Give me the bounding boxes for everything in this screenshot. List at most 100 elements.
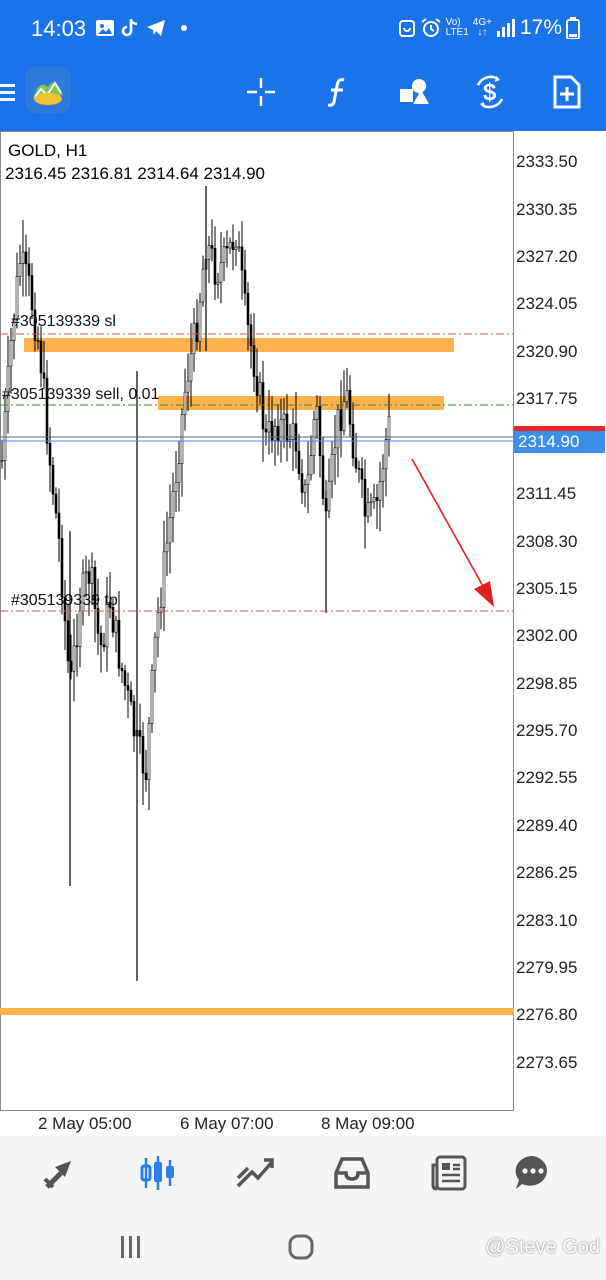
candle-body [384, 439, 388, 470]
candle-body [42, 372, 46, 379]
price-tick: 2286.25 [516, 863, 578, 882]
menu-icon[interactable] [0, 70, 24, 114]
candle-body [213, 248, 217, 285]
candle-body [27, 263, 31, 276]
price-tick: 2305.15 [516, 579, 578, 598]
candle-body [375, 497, 379, 501]
candle-body [102, 644, 106, 648]
candle-body [162, 551, 166, 608]
candle-body [366, 502, 370, 517]
bottom-navigation [0, 1136, 606, 1216]
candle-body [171, 491, 175, 518]
candle-body [348, 390, 352, 425]
current-price-label: 2314.90 [514, 431, 605, 453]
candle-body [66, 620, 70, 662]
candle-body [93, 566, 97, 609]
candle-body [381, 468, 385, 482]
candle-body [291, 423, 295, 440]
chart-icon[interactable] [135, 1150, 181, 1196]
candle-body [186, 380, 190, 393]
symbol-title: GOLD, H1 [8, 141, 88, 160]
home-icon[interactable] [287, 1233, 315, 1261]
trade-icon[interactable] [232, 1150, 278, 1196]
battery-percent: 17% [519, 16, 562, 39]
date-tick: 2 May 05:00 [38, 1114, 132, 1133]
candle-body [9, 340, 13, 367]
price-tick: 2320.90 [516, 342, 578, 361]
candle-body [144, 772, 148, 780]
indicators-icon[interactable] [316, 70, 360, 114]
candle-body [279, 419, 283, 442]
watermark: @Steve God [485, 1236, 600, 1258]
candle-body [363, 478, 367, 517]
quotes-icon[interactable] [38, 1150, 84, 1196]
supply-zone-lower [158, 396, 444, 410]
candle-body [6, 365, 10, 413]
candle-body [105, 601, 109, 648]
news-icon[interactable] [426, 1150, 472, 1196]
candle-body [327, 480, 331, 512]
candle-body [30, 275, 34, 311]
candle-body [156, 612, 160, 638]
price-tick: 2283.10 [516, 911, 578, 930]
network-type-indicator: 4G+ ↓↑ [472, 17, 492, 38]
telegram-icon [147, 20, 165, 36]
candle-body [312, 419, 316, 456]
svg-text:$: $ [483, 79, 497, 106]
candle-body [273, 426, 277, 441]
candle-body [285, 413, 289, 443]
candle-body [255, 376, 259, 397]
candle-body [357, 467, 361, 470]
toolbar: $ [0, 58, 606, 131]
candle-body [264, 428, 268, 433]
candle-body [192, 322, 196, 355]
chart-area[interactable] [0, 131, 514, 1111]
volte-indicator: Vo) LTE1 [445, 17, 469, 38]
ohlc-values: 2316.45 2316.81 2314.64 2314.90 [5, 164, 265, 183]
date-tick: 8 May 09:00 [321, 1114, 415, 1133]
candlestick-chart[interactable] [0, 131, 514, 1111]
price-tick: 2308.30 [516, 532, 578, 551]
projection-arrow-line [411, 458, 485, 589]
candle-body [153, 636, 157, 671]
candle-body [123, 670, 127, 686]
history-icon[interactable] [329, 1150, 375, 1196]
candle-body [78, 610, 82, 648]
candle-body [330, 454, 334, 482]
status-bar: 14:03 Vo) LTE1 4G+ ↓↑ 17% [0, 0, 606, 58]
objects-icon[interactable] [392, 70, 436, 114]
candle-body [207, 245, 211, 260]
candle-body [210, 245, 214, 249]
candle-body [216, 281, 220, 285]
projection-arrow-head [474, 581, 494, 607]
price-tick: 2298.85 [516, 674, 578, 693]
candle-body [150, 670, 154, 724]
timeframe-icon[interactable]: $ [468, 70, 512, 114]
candle-body [147, 723, 151, 780]
candle-body [183, 391, 187, 415]
candle-body [177, 463, 181, 483]
demand-line [0, 1008, 514, 1015]
price-tick: 2292.55 [516, 768, 578, 787]
ask-price-marker [514, 426, 605, 432]
candle-body [387, 415, 391, 440]
candle-body [243, 269, 247, 294]
candle-body [231, 241, 235, 250]
candle-body [219, 262, 223, 283]
candle-body [336, 409, 340, 449]
candle-body [120, 667, 124, 672]
candle-body [96, 608, 100, 634]
candle-body [45, 377, 49, 444]
price-tick: 2324.05 [516, 294, 578, 313]
price-tick: 2276.80 [516, 1005, 578, 1024]
candle-body [201, 268, 205, 303]
crosshair-icon[interactable] [239, 70, 283, 114]
new-order-icon[interactable] [545, 70, 589, 114]
metatrader-logo[interactable] [24, 66, 72, 114]
price-tick: 2317.75 [516, 389, 578, 408]
candle-body [378, 481, 382, 501]
recent-apps-icon[interactable] [118, 1234, 144, 1260]
date-tick: 6 May 07:00 [180, 1114, 274, 1133]
messages-icon[interactable] [510, 1150, 556, 1196]
price-tick: 2327.20 [516, 247, 578, 266]
